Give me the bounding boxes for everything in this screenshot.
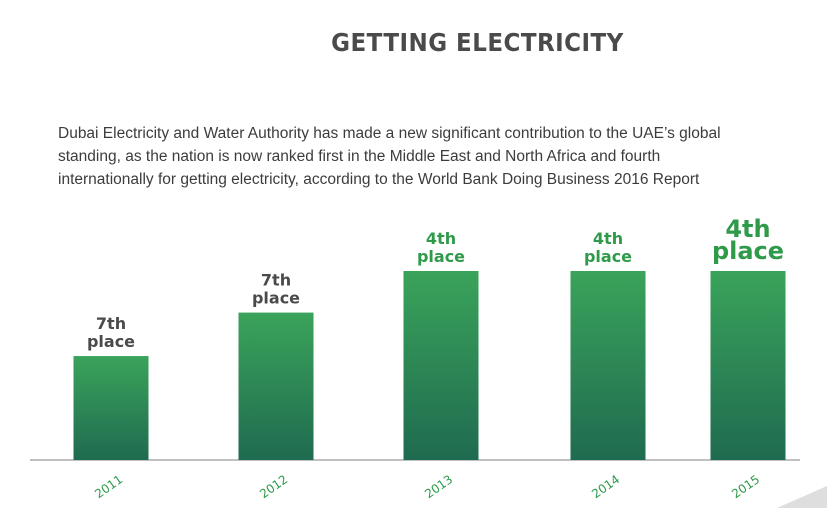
corner-decoration (777, 486, 827, 508)
page-title: GETTING ELECTRICITY (331, 28, 624, 57)
data-label-2014: 4th place (584, 229, 632, 266)
bar-2012 (238, 312, 314, 460)
x-tick-label-2012: 2012 (257, 472, 290, 501)
x-tick-label-2011: 2011 (92, 472, 125, 501)
bar-2013 (403, 271, 479, 460)
data-label-2015: 4th place (712, 215, 784, 265)
bar-2014 (570, 271, 646, 460)
bar-2011 (73, 356, 149, 460)
data-label-2013: 4th place (417, 229, 465, 266)
x-tick-label-2014: 2014 (589, 472, 622, 501)
x-tick-label-2013: 2013 (422, 472, 455, 501)
bar-2015 (710, 271, 786, 460)
x-tick-label-2015: 2015 (729, 472, 762, 501)
description-text: Dubai Electricity and Water Authority ha… (58, 125, 721, 188)
data-label-2011: 7th place (87, 314, 135, 351)
data-label-2012: 7th place (252, 271, 300, 308)
